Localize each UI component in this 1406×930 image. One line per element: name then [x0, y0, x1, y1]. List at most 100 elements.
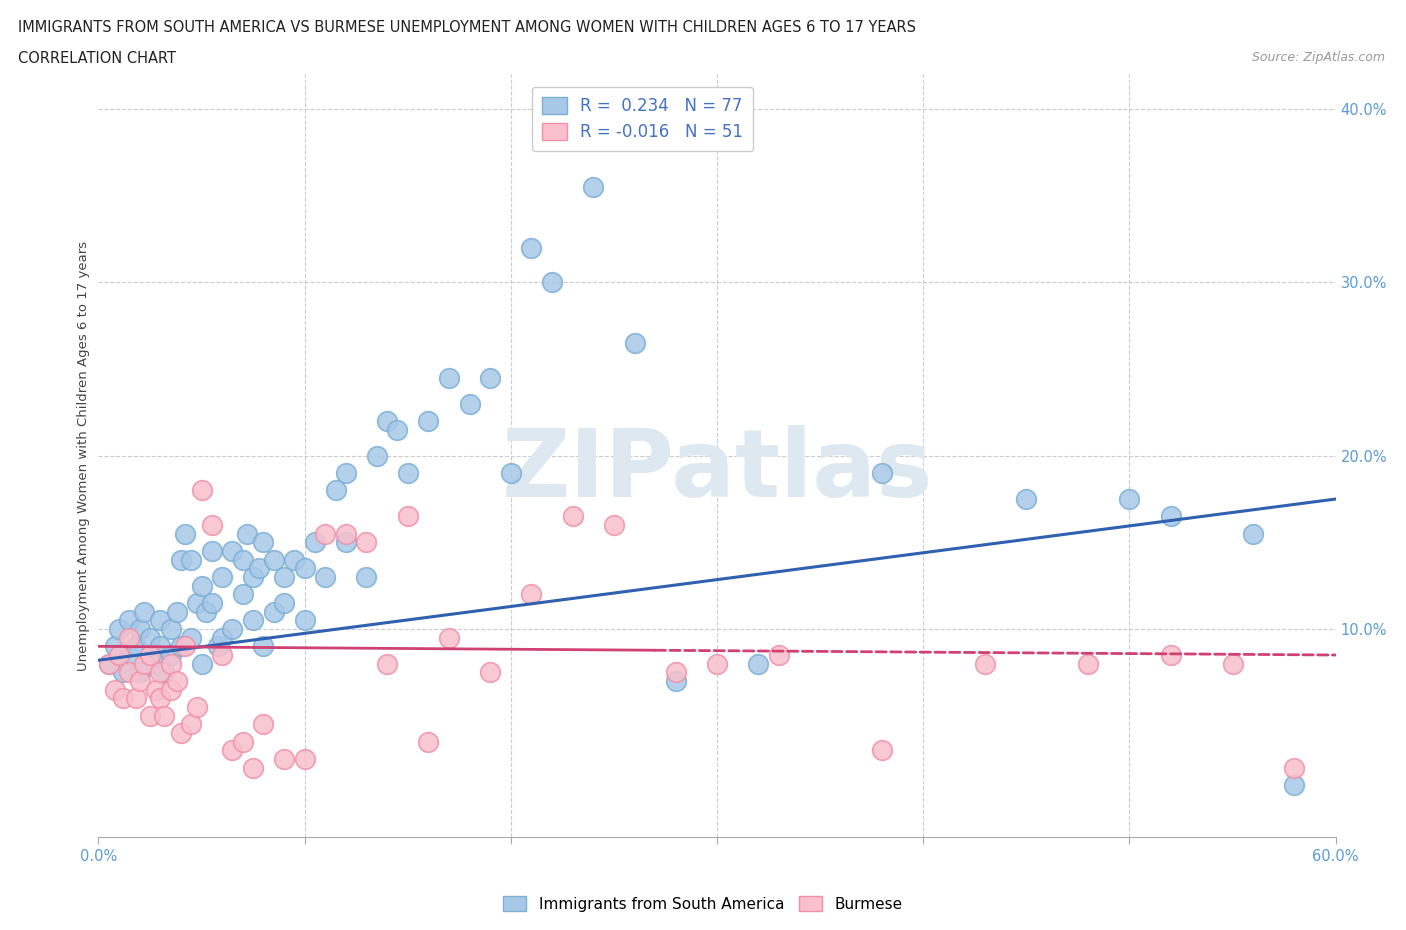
Point: [232, 552, 254, 567]
Point: [201, 543, 224, 558]
Point: [174, 526, 197, 541]
Point: [139, 631, 162, 645]
Point: [128, 673, 150, 688]
Point: [149, 613, 172, 628]
Text: CORRELATION CHART: CORRELATION CHART: [18, 51, 176, 66]
Point: [153, 709, 176, 724]
Point: [283, 552, 305, 567]
Point: [211, 647, 233, 662]
Point: [356, 535, 378, 550]
Point: [108, 647, 131, 662]
Point: [170, 639, 193, 654]
Point: [1160, 509, 1182, 524]
Point: [437, 370, 460, 385]
Point: [180, 552, 202, 567]
Point: [221, 743, 243, 758]
Point: [304, 535, 326, 550]
Point: [232, 587, 254, 602]
Point: [139, 709, 162, 724]
Point: [294, 751, 316, 766]
Point: [1118, 492, 1140, 507]
Point: [273, 569, 295, 584]
Point: [1222, 657, 1244, 671]
Point: [541, 275, 564, 290]
Point: [479, 665, 502, 680]
Point: [149, 639, 172, 654]
Point: [1160, 647, 1182, 662]
Point: [665, 673, 688, 688]
Point: [665, 665, 688, 680]
Point: [145, 657, 167, 671]
Point: [242, 760, 264, 775]
Point: [252, 535, 274, 550]
Point: [375, 657, 398, 671]
Point: [335, 535, 357, 550]
Point: [118, 665, 141, 680]
Point: [479, 370, 502, 385]
Point: [186, 595, 208, 610]
Y-axis label: Unemployment Among Women with Children Ages 6 to 17 years: Unemployment Among Women with Children A…: [77, 241, 90, 671]
Point: [314, 526, 336, 541]
Point: [207, 639, 229, 654]
Point: [180, 631, 202, 645]
Point: [458, 396, 481, 411]
Point: [170, 725, 193, 740]
Point: [974, 657, 997, 671]
Point: [314, 569, 336, 584]
Point: [242, 569, 264, 584]
Point: [112, 665, 135, 680]
Point: [159, 657, 181, 671]
Point: [194, 604, 217, 619]
Point: [104, 683, 127, 698]
Point: [201, 595, 224, 610]
Point: [201, 518, 224, 533]
Point: [104, 639, 127, 654]
Point: [366, 448, 388, 463]
Point: [396, 466, 419, 481]
Point: [387, 422, 409, 437]
Point: [418, 414, 440, 429]
Point: [149, 691, 172, 706]
Point: [190, 657, 212, 671]
Point: [124, 691, 146, 706]
Point: [190, 483, 212, 498]
Point: [1241, 526, 1264, 541]
Point: [159, 621, 181, 636]
Point: [252, 717, 274, 732]
Point: [582, 179, 605, 194]
Legend: Immigrants from South America, Burmese: Immigrants from South America, Burmese: [498, 889, 908, 918]
Point: [273, 751, 295, 766]
Point: [221, 621, 243, 636]
Point: [870, 466, 893, 481]
Point: [221, 543, 243, 558]
Point: [603, 518, 626, 533]
Text: Source: ZipAtlas.com: Source: ZipAtlas.com: [1251, 51, 1385, 64]
Point: [118, 613, 141, 628]
Point: [335, 466, 357, 481]
Point: [166, 673, 188, 688]
Point: [128, 621, 150, 636]
Point: [561, 509, 583, 524]
Point: [623, 336, 645, 351]
Point: [132, 657, 155, 671]
Point: [294, 561, 316, 576]
Point: [499, 466, 522, 481]
Point: [112, 691, 135, 706]
Point: [356, 569, 378, 584]
Point: [166, 604, 188, 619]
Point: [170, 552, 193, 567]
Point: [174, 639, 197, 654]
Point: [263, 604, 285, 619]
Point: [97, 657, 120, 671]
Point: [232, 735, 254, 750]
Point: [1284, 760, 1306, 775]
Point: [211, 631, 233, 645]
Point: [145, 683, 167, 698]
Point: [128, 665, 150, 680]
Point: [1015, 492, 1038, 507]
Point: [437, 631, 460, 645]
Point: [139, 647, 162, 662]
Legend: R =  0.234   N = 77, R = -0.016   N = 51: R = 0.234 N = 77, R = -0.016 N = 51: [531, 86, 754, 152]
Point: [242, 613, 264, 628]
Point: [211, 569, 233, 584]
